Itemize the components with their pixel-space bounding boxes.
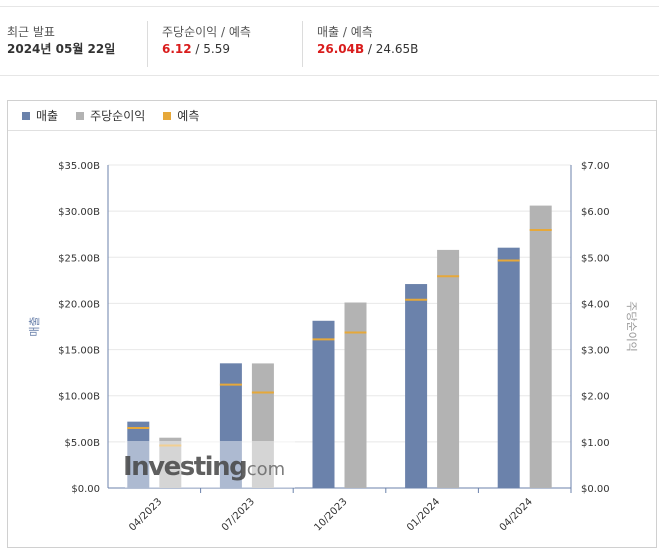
y-right-tick-label: $0.00 bbox=[581, 484, 610, 495]
legend-item-forecast[interactable]: 예측 bbox=[163, 107, 199, 124]
y-right-axis-title: 주당순이익 bbox=[625, 301, 638, 352]
legend-label-eps: 주당순이익 bbox=[90, 109, 146, 123]
y-left-tick-label: $0.00 bbox=[71, 484, 100, 495]
y-left-tick-label: $35.00B bbox=[58, 161, 100, 172]
legend-swatch-revenue bbox=[22, 111, 30, 120]
eps-forecast: / 5.59 bbox=[191, 42, 230, 56]
revenue-block: 매출 / 예측 26.04B / 24.65B bbox=[302, 21, 517, 67]
revenue-bar bbox=[127, 421, 150, 488]
x-tick-label: 04/2024 bbox=[498, 496, 535, 533]
bar-chart: $0.00 $0.00 $5.00B $1.00 $10.00B $2.00 $15.00B… bbox=[28, 161, 638, 533]
y-right-tick-label: $7.00 bbox=[581, 161, 610, 172]
x-tick-label: 07/2023 bbox=[220, 496, 257, 533]
eps-bar bbox=[437, 249, 460, 488]
y-right-tick-label: $2.00 bbox=[581, 392, 610, 403]
revenue-label: 매출 / 예측 bbox=[317, 25, 373, 39]
y-left-tick-label: $15.00B bbox=[58, 346, 100, 357]
eps-label: 주당순이익 / 예측 bbox=[162, 25, 251, 39]
x-tick-label: 04/2023 bbox=[127, 496, 164, 533]
watermark-overlay bbox=[125, 441, 295, 488]
y-right-tick-label: $5.00 bbox=[581, 253, 610, 264]
eps-bar bbox=[251, 363, 274, 488]
legend-swatch-eps bbox=[76, 111, 85, 120]
revenue-bar bbox=[219, 363, 242, 488]
eps-bar bbox=[344, 302, 367, 488]
eps-values: 6.12 / 5.59 bbox=[162, 41, 302, 57]
y-left-tick-label: $10.00B bbox=[58, 392, 100, 403]
legend-swatch-forecast bbox=[163, 111, 172, 120]
y-right-tick-label: $3.00 bbox=[581, 346, 610, 357]
y-left-tick-label: $30.00B bbox=[58, 207, 100, 218]
legend-label-forecast: 예측 bbox=[177, 109, 200, 123]
release-date: 2024년 05월 22일 bbox=[7, 42, 116, 56]
y-right-tick-label: $6.00 bbox=[581, 207, 610, 218]
y-left-axis-title: 매출 bbox=[28, 316, 41, 336]
y-left-tick-label: $20.00B bbox=[58, 299, 100, 310]
legend-label-revenue: 매출 bbox=[36, 109, 59, 123]
legend-item-revenue[interactable]: 매출 bbox=[22, 107, 58, 124]
x-tick-label: 10/2023 bbox=[312, 496, 349, 533]
revenue-values: 26.04B / 24.65B bbox=[317, 41, 517, 57]
y-left-tick-label: $5.00B bbox=[65, 438, 101, 449]
eps-block: 주당순이익 / 예측 6.12 / 5.59 bbox=[147, 21, 302, 67]
watermark-brand: Investing bbox=[123, 452, 246, 482]
release-label: 최근 발표 bbox=[7, 25, 55, 39]
earnings-summary: 최근 발표 2024년 05월 22일 주당순이익 / 예측 6.12 / 5.… bbox=[0, 6, 659, 76]
eps-bar bbox=[529, 205, 552, 488]
revenue-forecast: / 24.65B bbox=[364, 42, 419, 56]
x-tick-label: 01/2024 bbox=[405, 496, 442, 533]
y-right-tick-label: $4.00 bbox=[581, 299, 610, 310]
revenue-bar bbox=[312, 320, 335, 488]
y-left-tick-label: $25.00B bbox=[58, 253, 100, 264]
revenue-bar bbox=[497, 247, 520, 488]
revenue-bar bbox=[405, 284, 428, 488]
y-right-tick-label: $1.00 bbox=[581, 438, 610, 449]
watermark-suffix: .com bbox=[241, 459, 285, 480]
legend-item-eps[interactable]: 주당순이익 bbox=[76, 107, 145, 124]
revenue-actual: 26.04B bbox=[317, 42, 365, 56]
eps-actual: 6.12 bbox=[162, 42, 192, 56]
release-block: 최근 발표 2024년 05월 22일 bbox=[0, 7, 147, 75]
chart-container: 매출 주당순이익 예측 $0.00 $0.00 $5.00B $1.00 $10.00B… bbox=[7, 100, 657, 548]
chart-legend: 매출 주당순이익 예측 bbox=[8, 101, 656, 131]
eps-bar bbox=[159, 437, 182, 488]
